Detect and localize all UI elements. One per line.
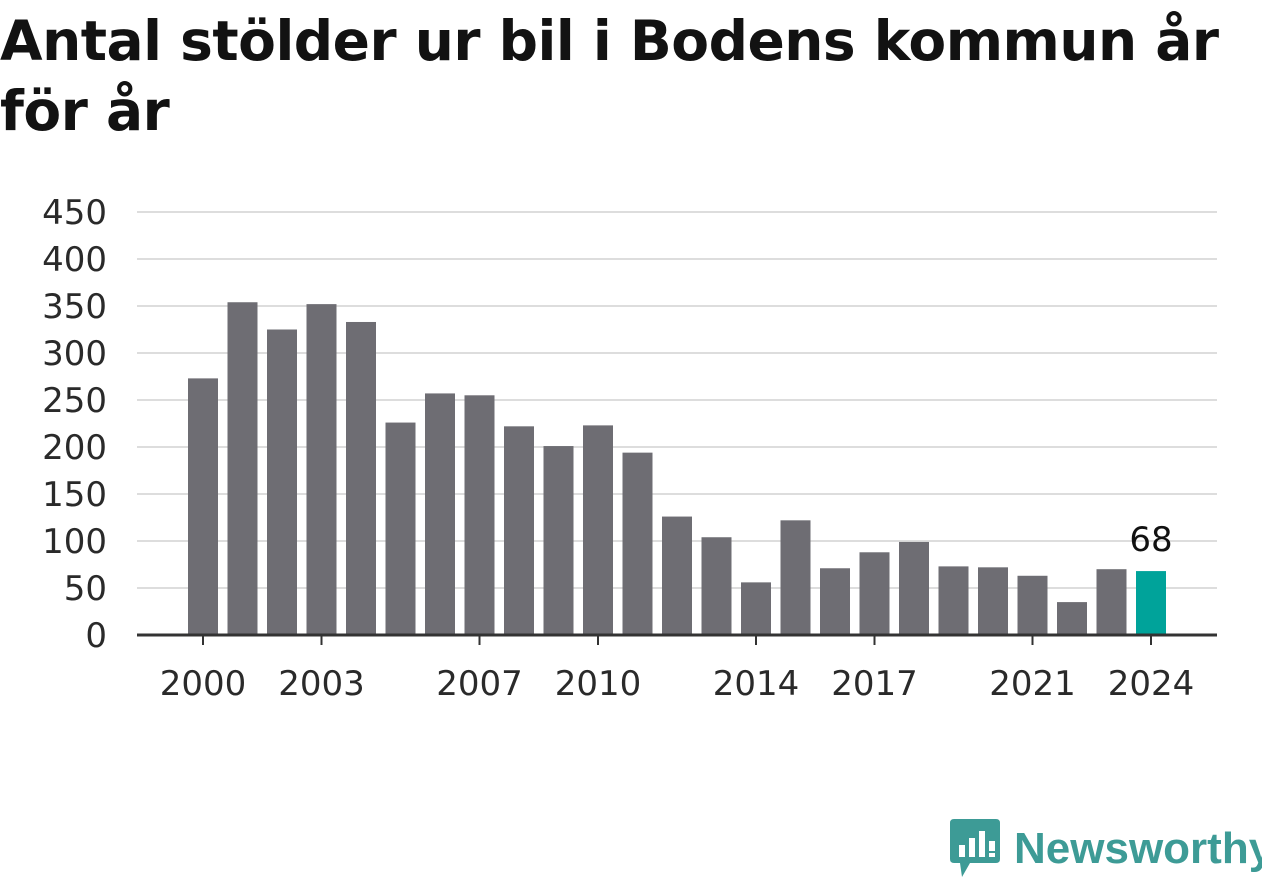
y-tick-label: 100 xyxy=(42,522,107,562)
y-tick-label: 150 xyxy=(42,475,107,515)
brand-name: Newsworthy xyxy=(1014,824,1262,873)
bar-2007 xyxy=(464,395,495,635)
x-tick-label: 2007 xyxy=(436,664,523,704)
bar-2005 xyxy=(385,422,416,635)
data-labels: 68 xyxy=(1129,520,1172,560)
bar-2003 xyxy=(306,304,337,635)
newsworthy-logo: Newsworthy xyxy=(950,818,1262,880)
data-label-2024: 68 xyxy=(1129,520,1172,560)
bar-2002 xyxy=(267,329,297,635)
bar-2021 xyxy=(1017,575,1048,635)
bar-2010 xyxy=(583,425,613,635)
bar-2011 xyxy=(622,452,653,635)
chart-title: Antal stölder ur bil i Bodens kommun år … xyxy=(0,9,1219,143)
bar-2001 xyxy=(227,302,258,635)
bar-2015 xyxy=(780,520,811,635)
bar-2000 xyxy=(188,378,218,635)
x-tick-label: 2024 xyxy=(1108,664,1195,704)
x-tick-label: 2021 xyxy=(989,664,1076,704)
y-tick-label: 350 xyxy=(42,287,107,327)
bar-2024 xyxy=(1136,571,1166,635)
bar-2006 xyxy=(425,393,455,635)
bar-2008 xyxy=(504,426,534,635)
bar-2022 xyxy=(1057,602,1087,635)
bar-2012 xyxy=(662,516,692,635)
bar-2016 xyxy=(820,568,850,635)
bar-2023 xyxy=(1096,569,1127,635)
newsworthy-logo-icon xyxy=(950,819,1000,877)
y-tick-label: 200 xyxy=(42,428,107,468)
bar-2009 xyxy=(543,446,574,635)
x-tick-label: 2003 xyxy=(278,664,365,704)
y-axis-ticks: 0 50 100 150 200 250 300 350 400 450 xyxy=(42,193,107,656)
y-tick-label: 0 xyxy=(85,616,107,656)
y-tick-label: 50 xyxy=(64,569,107,609)
y-tick-label: 450 xyxy=(42,193,107,233)
bar-2019 xyxy=(938,566,969,635)
x-tick-label: 2014 xyxy=(713,664,800,704)
x-tick-label: 2000 xyxy=(160,664,247,704)
bar-2018 xyxy=(899,541,929,635)
y-tick-label: 400 xyxy=(42,240,107,280)
bar-2020 xyxy=(978,567,1008,635)
x-tick-label: 2017 xyxy=(831,664,918,704)
bar-2013 xyxy=(701,537,732,635)
x-tick-label: 2010 xyxy=(555,664,642,704)
bar-2017 xyxy=(859,552,890,635)
y-tick-label: 300 xyxy=(42,334,107,374)
bar-2014 xyxy=(741,582,771,635)
y-tick-label: 250 xyxy=(42,381,107,421)
bar-2004 xyxy=(346,321,376,635)
bars xyxy=(188,302,1166,635)
x-axis-ticks: 2000 2003 2007 2010 2014 2017 2021 2024 xyxy=(160,635,1195,704)
